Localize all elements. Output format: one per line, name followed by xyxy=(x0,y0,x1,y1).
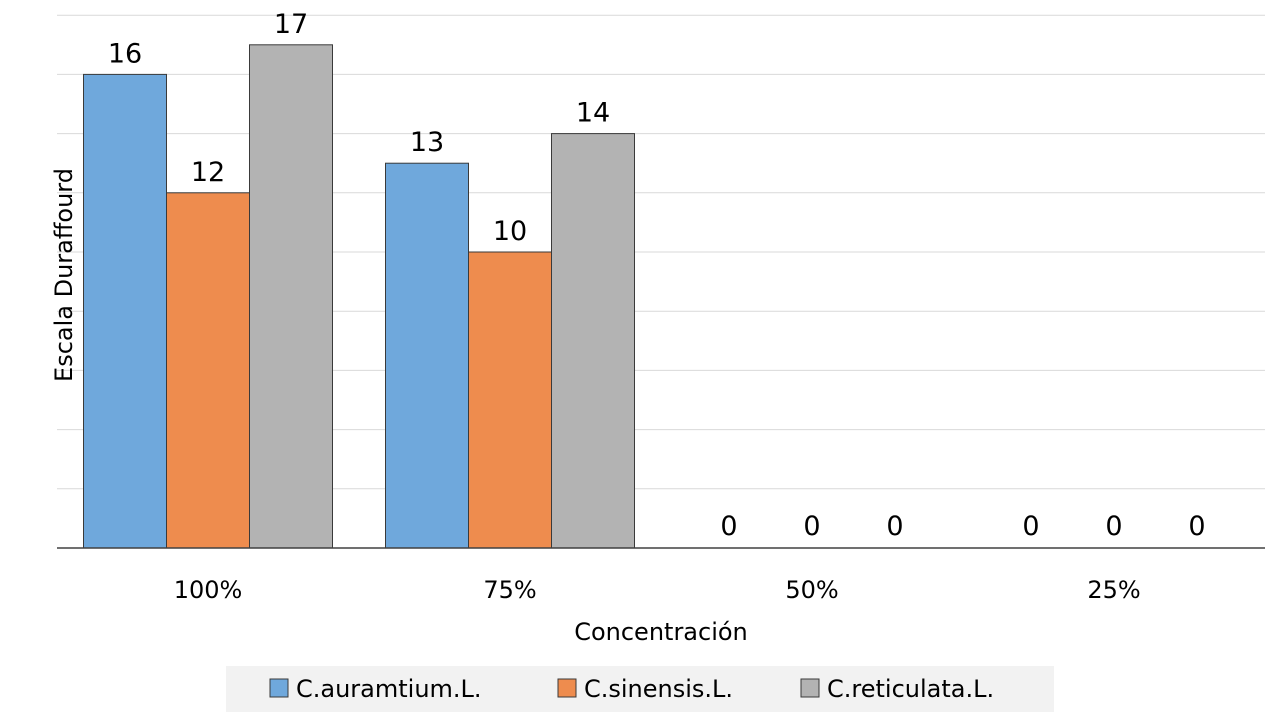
data-label: 16 xyxy=(108,38,142,69)
data-label: 0 xyxy=(886,511,903,542)
data-label: 12 xyxy=(191,157,225,188)
data-label: 14 xyxy=(576,98,610,129)
x-tick-label: 25% xyxy=(1087,576,1140,604)
legend-label: C.auramtium.L. xyxy=(296,675,482,703)
data-label: 17 xyxy=(274,9,308,40)
bar-csinensisl-0 xyxy=(166,192,250,549)
data-label: 0 xyxy=(1022,511,1039,542)
data-label: 13 xyxy=(410,127,444,158)
legend-background xyxy=(226,666,1054,712)
x-tick-label: 100% xyxy=(174,576,243,604)
bars xyxy=(83,44,635,549)
bar-csinensisl-1 xyxy=(468,251,552,549)
x-axis-label: Concentración xyxy=(574,618,748,646)
y-axis-label: Escala Duraffourd xyxy=(50,168,78,382)
bar-cauramtiuml-0 xyxy=(83,73,167,549)
data-label: 0 xyxy=(1105,511,1122,542)
data-labels: 16 12 17 13 10 14 0 0 0 0 0 0 xyxy=(108,9,1206,542)
bar-creticulatal-0 xyxy=(249,44,333,549)
x-tick-label: 50% xyxy=(785,576,838,604)
legend-swatch xyxy=(269,678,289,698)
x-tick-label: 75% xyxy=(483,576,536,604)
data-label: 10 xyxy=(493,216,527,247)
x-tick-labels: 100% 75% 50% 25% xyxy=(174,576,1141,604)
legend-swatch xyxy=(557,678,577,698)
legend-swatch xyxy=(800,678,820,698)
data-label: 0 xyxy=(1188,511,1205,542)
data-label: 0 xyxy=(803,511,820,542)
bar-creticulatal-1 xyxy=(551,133,635,549)
legend: C.auramtium.L. C.sinensis.L. C.reticulata.… xyxy=(226,666,1054,712)
legend-label: C.sinensis.L. xyxy=(584,675,733,703)
legend-label: C.reticulata.L. xyxy=(827,675,994,703)
bar-cauramtiuml-1 xyxy=(385,162,469,549)
data-label: 0 xyxy=(720,511,737,542)
